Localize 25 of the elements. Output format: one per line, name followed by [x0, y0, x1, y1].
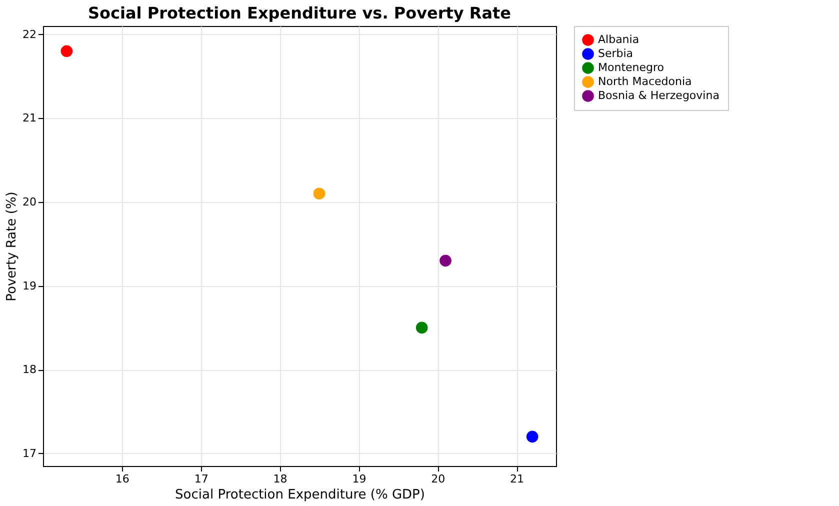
x-tick-label: 16	[115, 472, 130, 486]
point	[526, 430, 538, 443]
x-tick-label: 17	[194, 472, 208, 486]
chart-title: Social Protection Expenditure vs. Poverty Rate	[88, 4, 512, 22]
point	[60, 45, 73, 58]
x-tick-label: 20	[431, 472, 446, 486]
legend-label: Montenegro	[598, 61, 664, 74]
y-tick-label: 19	[22, 279, 36, 292]
y-tick-label: 17	[22, 446, 36, 460]
y-tick-label: 20	[22, 196, 36, 208]
x-axis-title: Social Protection Expenditure (% GDP)	[175, 488, 425, 502]
y-tick-label: 22	[22, 28, 36, 41]
y-tick-label: 21	[22, 112, 36, 125]
y-tick-label: 18	[22, 363, 36, 376]
point	[440, 254, 452, 267]
legend-label: Bosnia & Herzegovina	[598, 89, 720, 102]
legend-label: Serbia	[598, 47, 634, 60]
x-tick-label: 18	[273, 472, 288, 486]
point	[416, 322, 428, 334]
legend-label: Albania	[598, 33, 640, 46]
x-tick-label: 21	[510, 472, 524, 486]
point	[313, 188, 326, 200]
legend-label: North Macedonia	[598, 75, 692, 88]
x-tick-label: 19	[352, 472, 366, 486]
y-axis-title: Poverty Rate (%)	[4, 192, 20, 302]
